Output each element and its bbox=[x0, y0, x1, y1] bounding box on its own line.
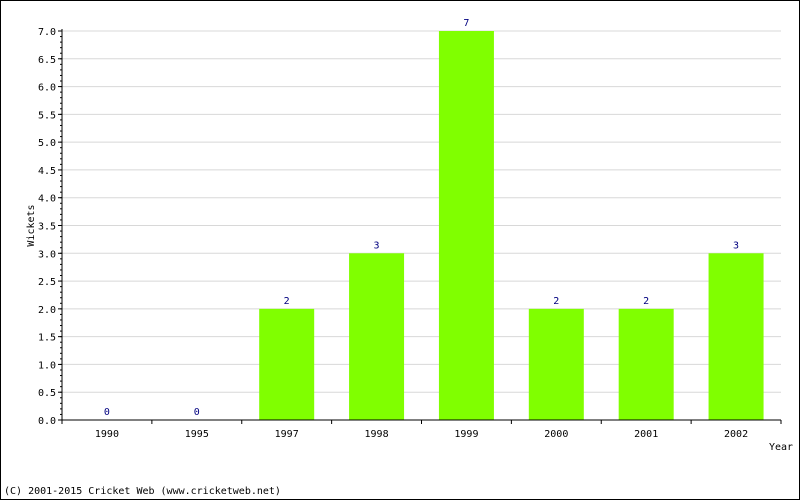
x-tick-label: 1990 bbox=[95, 429, 119, 440]
data-label: 7 bbox=[463, 18, 469, 29]
y-tick-label: 5.5 bbox=[38, 110, 56, 121]
data-label: 2 bbox=[643, 296, 649, 307]
bar bbox=[259, 308, 315, 420]
y-tick-label: 2.0 bbox=[38, 305, 56, 316]
data-label: 2 bbox=[284, 296, 290, 307]
bar bbox=[438, 31, 494, 420]
y-tick-label: 0.0 bbox=[38, 416, 56, 427]
y-tick-label: 0.5 bbox=[38, 388, 56, 399]
x-tick-label: 1995 bbox=[185, 429, 209, 440]
x-axis-label: Year bbox=[769, 442, 793, 453]
y-axis-label: Wickets bbox=[26, 204, 37, 246]
y-tick-label: 2.5 bbox=[38, 277, 56, 288]
data-label: 0 bbox=[194, 407, 200, 418]
data-label: 0 bbox=[104, 407, 110, 418]
y-tick-label: 7.0 bbox=[38, 27, 56, 38]
x-tick-label: 2002 bbox=[724, 429, 748, 440]
data-label: 3 bbox=[374, 240, 380, 251]
y-tick-label: 6.5 bbox=[38, 55, 56, 66]
bar bbox=[349, 253, 405, 420]
y-tick-label: 6.0 bbox=[38, 83, 56, 94]
y-tick-label: 4.5 bbox=[38, 166, 56, 177]
x-tick-label: 1997 bbox=[275, 429, 299, 440]
y-tick-label: 4.0 bbox=[38, 194, 56, 205]
y-tick-label: 1.0 bbox=[38, 360, 56, 371]
x-tick-label: 1999 bbox=[454, 429, 478, 440]
y-tick-label: 5.0 bbox=[38, 138, 56, 149]
x-tick-label: 1998 bbox=[365, 429, 389, 440]
y-tick-label: 3.5 bbox=[38, 222, 56, 233]
bar bbox=[618, 308, 674, 420]
x-tick-label: 2000 bbox=[544, 429, 568, 440]
data-label: 2 bbox=[553, 296, 559, 307]
x-tick-label: 2001 bbox=[634, 429, 658, 440]
data-label: 3 bbox=[733, 240, 739, 251]
y-tick-label: 3.0 bbox=[38, 249, 56, 260]
y-tick-label: 1.5 bbox=[38, 333, 56, 344]
bar bbox=[708, 253, 764, 420]
bar bbox=[528, 308, 584, 420]
copyright-footer: (C) 2001-2015 Cricket Web (www.cricketwe… bbox=[4, 486, 281, 497]
